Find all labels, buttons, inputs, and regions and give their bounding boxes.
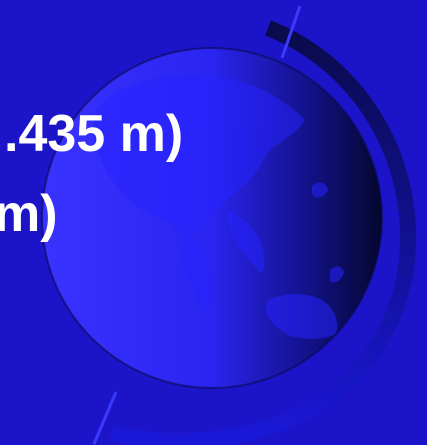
slide-text-line-2: m) [0, 185, 58, 243]
slide-text-line-1: .435 m) [4, 105, 184, 163]
